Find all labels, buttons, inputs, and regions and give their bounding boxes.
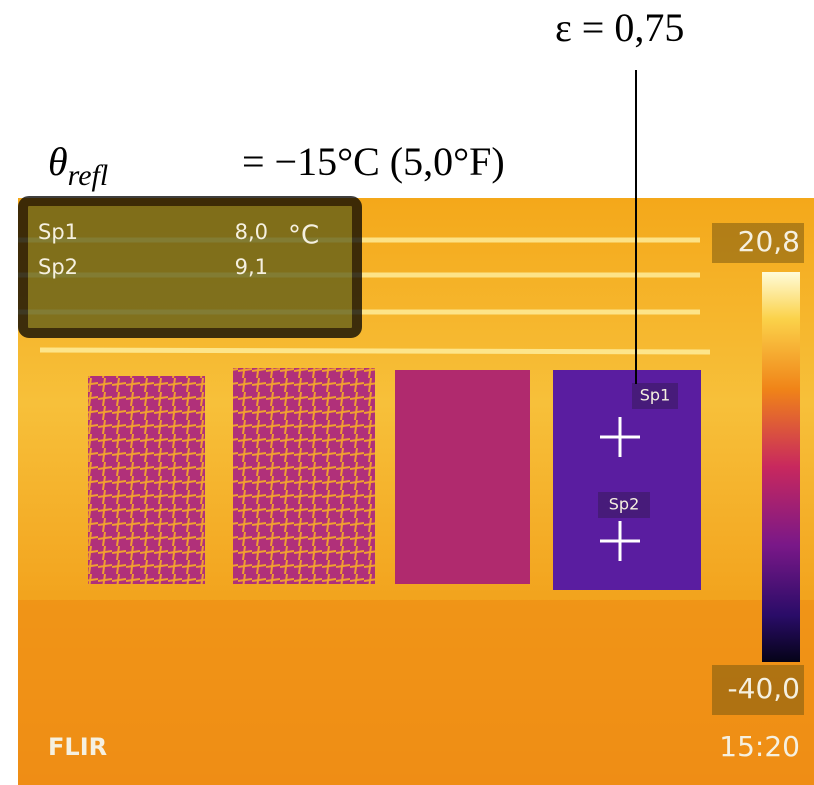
spot-name: Sp1 — [38, 220, 78, 244]
spot-name: Sp2 — [38, 255, 78, 279]
time: 15:20 — [719, 730, 800, 763]
lower-wall — [18, 600, 814, 785]
spot-label: Sp2 — [609, 495, 640, 514]
window — [233, 368, 375, 584]
reflected-temperature: = −15°C (5,0°F) — [242, 139, 505, 184]
theta: θrefl — [48, 139, 108, 192]
thermal-image: 20,8 -40,0 FLIR 15:20 Sp1 Sp2 Sp1 8,0 Sp… — [18, 198, 814, 785]
unit: °C — [288, 221, 319, 251]
scale-max: 20,8 — [738, 225, 800, 258]
window — [553, 370, 701, 590]
subscript: refl — [68, 159, 109, 192]
emissivity: ε = 0,75 — [555, 5, 684, 50]
window — [395, 370, 530, 584]
color-scale — [762, 272, 800, 662]
symbol: θ — [48, 139, 68, 184]
window — [88, 376, 205, 584]
spot-value: 8,0 — [235, 220, 268, 244]
screenshot: 20,8 -40,0 FLIR 15:20 Sp1 Sp2 Sp1 8,0 Sp… — [0, 0, 814, 785]
brand: FLIR — [48, 733, 107, 761]
scale-min: -40,0 — [728, 672, 800, 705]
spot-label: Sp1 — [640, 386, 671, 405]
spot-value: 9,1 — [235, 255, 268, 279]
